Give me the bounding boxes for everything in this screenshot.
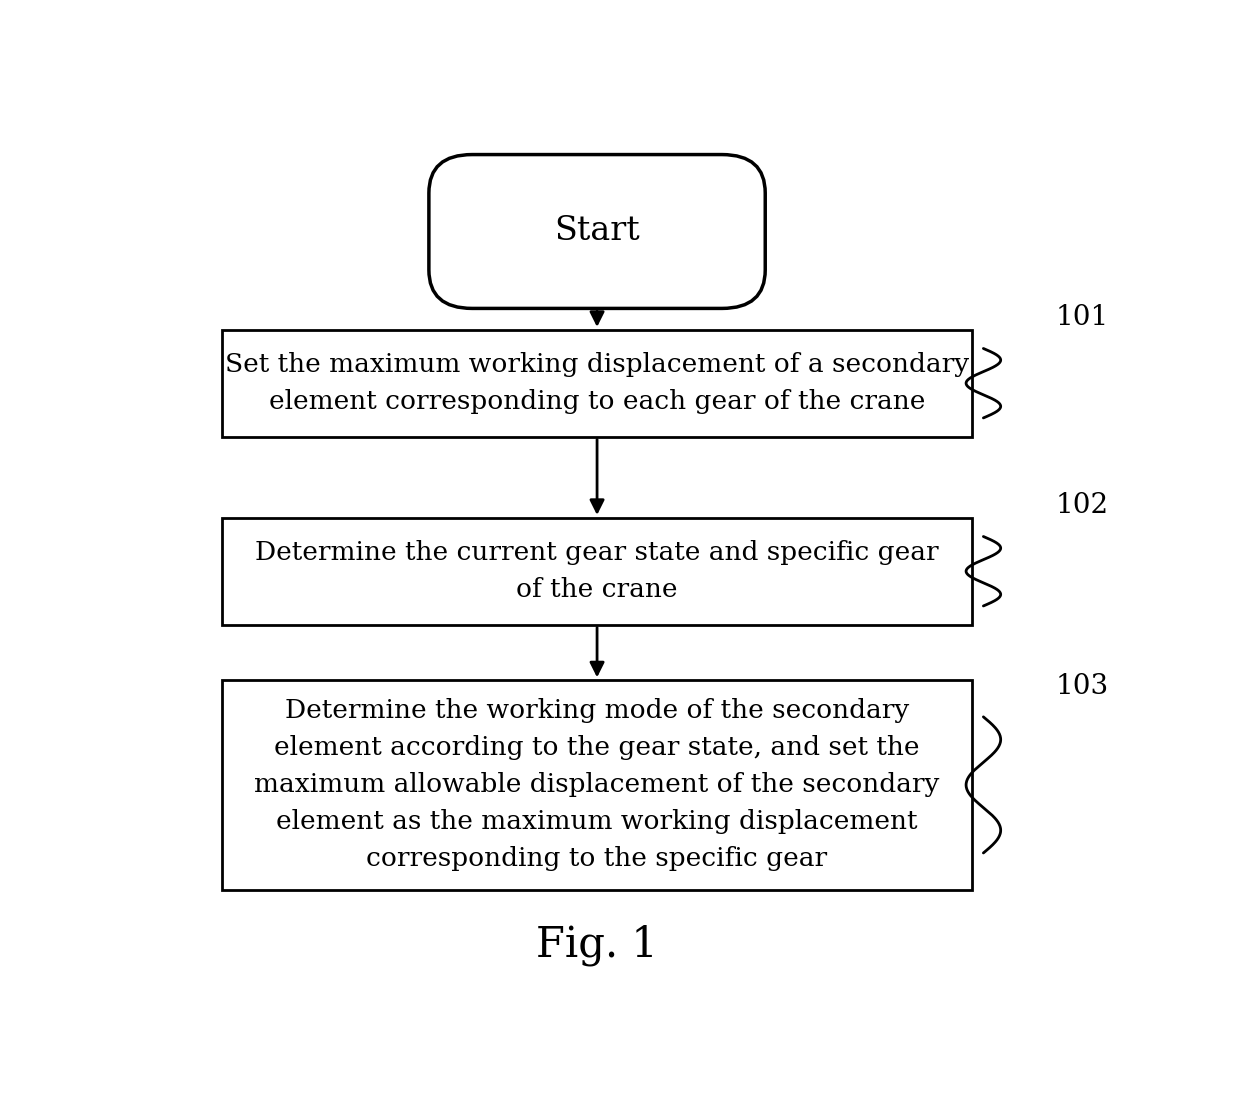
Text: Set the maximum working displacement of a secondary
element corresponding to eac: Set the maximum working displacement of …	[224, 352, 970, 414]
Text: 103: 103	[1055, 673, 1109, 699]
Bar	[222, 330, 972, 436]
Text: Determine the current gear state and specific gear
of the crane: Determine the current gear state and spe…	[255, 541, 939, 603]
Text: Determine the working mode of the secondary
element according to the gear state,: Determine the working mode of the second…	[254, 698, 940, 871]
Bar	[222, 680, 972, 889]
Bar	[222, 517, 972, 625]
Text: Fig. 1: Fig. 1	[536, 925, 658, 966]
Text: 102: 102	[1055, 493, 1109, 519]
Text: Start: Start	[554, 215, 640, 248]
FancyBboxPatch shape	[429, 154, 765, 309]
Text: 101: 101	[1055, 304, 1109, 332]
